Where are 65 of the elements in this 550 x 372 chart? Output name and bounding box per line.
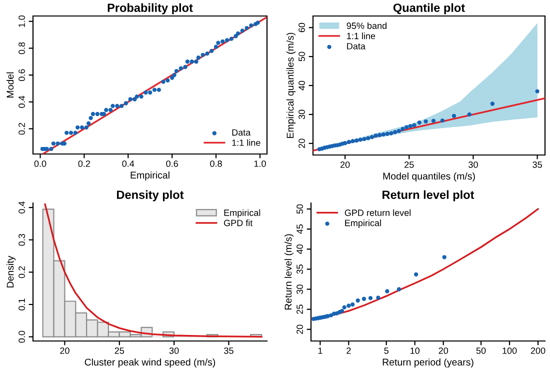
y-tick-label: 0.8 [18, 42, 25, 54]
legend-label: GPD fit [224, 220, 253, 226]
x-tick-label: 30 [468, 161, 478, 168]
x-tick-label: 35 [224, 347, 234, 354]
chart-title: Quantile plot [393, 3, 465, 14]
y-axis-title: Density [6, 256, 16, 288]
y-tick-label: 45 [296, 224, 303, 234]
y-axis-title: Model [6, 72, 14, 98]
x-tick-label: 0.4 [122, 160, 134, 167]
x-tick-label: 50 [476, 347, 486, 354]
y-tick-label: 40 [298, 80, 305, 90]
x-tick-label: 10 [410, 347, 420, 354]
x-axis-title: Return period (years) [382, 358, 474, 368]
x-tick-label: 0.2 [78, 160, 90, 167]
chart-title: Density plot [117, 190, 184, 202]
x-tick-label: 20 [60, 347, 70, 354]
legend-label: 1:1 line [347, 32, 376, 40]
y-axis-title: Empirical quantiles (m/s) [286, 32, 296, 138]
y-tick-label: 60 [298, 22, 305, 32]
y-tick-label: 25 [296, 304, 303, 314]
y-tick-label: 0.3 [18, 234, 25, 246]
x-tick-label: 1.0 [254, 160, 266, 167]
chart-title: Return level plot [382, 190, 474, 202]
legend-label: Data [347, 43, 366, 50]
chart-title: Probability plot [108, 3, 193, 14]
legend-label: Empirical [224, 209, 260, 218]
x-tick-label: 0.6 [166, 160, 178, 167]
y-tick-label: 50 [296, 204, 303, 214]
y-tick-label: 30 [296, 284, 303, 294]
x-tick-label: 1 [318, 348, 322, 354]
y-tick-label: 20 [296, 324, 303, 334]
x-tick-label: 0.8 [210, 160, 222, 167]
x-tick-label: 25 [114, 347, 124, 354]
legend-label: 1:1 line [232, 139, 260, 146]
x-tick-label: 20 [340, 161, 350, 168]
legend-label: Empirical [345, 220, 381, 228]
x-tick-label: 100 [502, 347, 517, 354]
x-axis-title: Empirical [130, 171, 170, 181]
y-tick-label: 0.6 [18, 69, 25, 81]
x-tick-label: 200 [530, 347, 546, 354]
x-tick-label: 20 [438, 347, 448, 354]
x-axis-title: Model quantiles (m/s) [383, 172, 475, 182]
x-tick-label: 0.0 [34, 160, 46, 167]
x-tick-label: 5 [384, 348, 388, 354]
y-tick-label: 0.1 [18, 298, 25, 310]
legend-label: GPD return level [344, 209, 411, 216]
x-axis-title: Cluster peak wind speed (m/s) [84, 358, 216, 368]
y-tick-label: 20 [298, 138, 305, 148]
y-tick-label: 30 [298, 110, 305, 120]
x-tick-label: 2 [346, 347, 351, 354]
y-axis-title: Return level (m/s) [284, 234, 294, 310]
y-tick-label: 0.0 [18, 330, 25, 343]
y-tick-label: 35 [296, 264, 303, 274]
legend-label: 95% band [346, 22, 386, 29]
y-tick-label: 50 [298, 52, 305, 62]
y-tick-label: 0.2 [18, 266, 25, 278]
y-tick-label: 0.4 [18, 96, 25, 108]
y-tick-label: 0.2 [18, 122, 25, 135]
x-tick-label: 25 [404, 161, 414, 168]
y-tick-label: 1.0 [18, 15, 25, 27]
x-tick-label: 35 [532, 161, 542, 168]
legend-label: Data [232, 129, 251, 136]
y-tick-label: 0.4 [18, 202, 25, 214]
x-tick-label: 30 [169, 347, 179, 354]
y-tick-label: 40 [296, 244, 303, 254]
